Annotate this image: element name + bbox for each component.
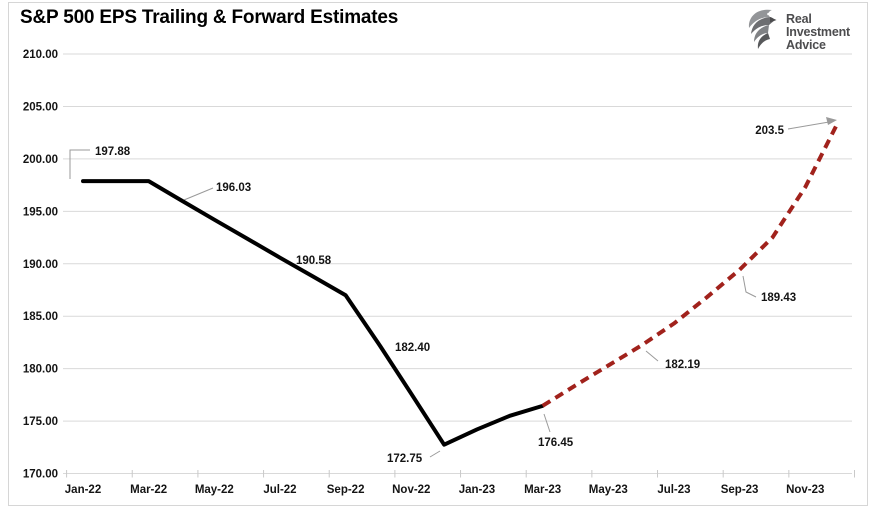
x-tick-label: Nov-23 [786, 484, 824, 496]
data-point-label: 190.58 [296, 255, 332, 267]
callout-leader-line [645, 350, 659, 362]
y-tick-label: 175.00 [23, 416, 58, 428]
y-tick-label: 205.00 [23, 101, 58, 113]
x-tick-label: Jul-23 [657, 484, 690, 496]
chart-frame [8, 2, 868, 506]
y-tick-label: 195.00 [23, 206, 58, 218]
y-tick-label: 170.00 [23, 469, 58, 481]
y-tick-label: 200.00 [23, 154, 58, 166]
callout-leader-line [787, 121, 830, 130]
y-tick-label: 190.00 [23, 259, 58, 271]
data-point-label: 182.40 [395, 342, 430, 354]
x-tick-label: Mar-23 [524, 484, 561, 496]
data-point-label: 176.45 [538, 437, 574, 449]
callout-leader-line [183, 187, 214, 201]
x-tick-label: Nov-22 [392, 484, 430, 496]
data-point-label: 172.75 [387, 453, 423, 465]
x-tick-label: May-23 [589, 484, 628, 496]
brand-line-1: Real [786, 12, 812, 26]
callout-leader-line [543, 413, 551, 433]
brand-name: Real Investment Advice [786, 13, 850, 52]
x-tick-label: Jan-23 [459, 484, 495, 496]
callout-arrowhead [826, 117, 837, 125]
brand-line-3: Advice [786, 38, 826, 52]
trailing-eps-line [81, 179, 545, 447]
data-point-label: 182.19 [665, 359, 700, 371]
callout-leader-line [69, 149, 90, 179]
data-point-label: 196.03 [216, 182, 251, 194]
forward-estimate-line [541, 121, 840, 408]
data-point-label: 197.88 [95, 146, 131, 158]
x-tick-label: Jul-22 [263, 484, 296, 496]
callout-leader-line [742, 275, 757, 298]
brand-logo: Real Investment Advice [744, 8, 850, 57]
data-point-label: 189.43 [761, 292, 796, 304]
y-tick-label: 210.00 [23, 49, 58, 61]
x-tick-label: Sep-23 [721, 484, 759, 496]
brand-line-2: Investment [786, 25, 850, 39]
x-tick-label: May-22 [195, 484, 234, 496]
y-tick-label: 185.00 [23, 311, 58, 323]
y-tick-label: 180.00 [23, 364, 58, 376]
x-tick-label: Sep-22 [327, 484, 365, 496]
chart-title: S&P 500 EPS Trailing & Forward Estimates [20, 7, 399, 28]
callout-leader-line [429, 450, 441, 458]
x-tick-label: Mar-22 [130, 484, 167, 496]
data-point-label: 203.5 [755, 125, 784, 137]
x-tick-label: Jan-22 [65, 484, 101, 496]
eagle-icon [744, 8, 778, 57]
